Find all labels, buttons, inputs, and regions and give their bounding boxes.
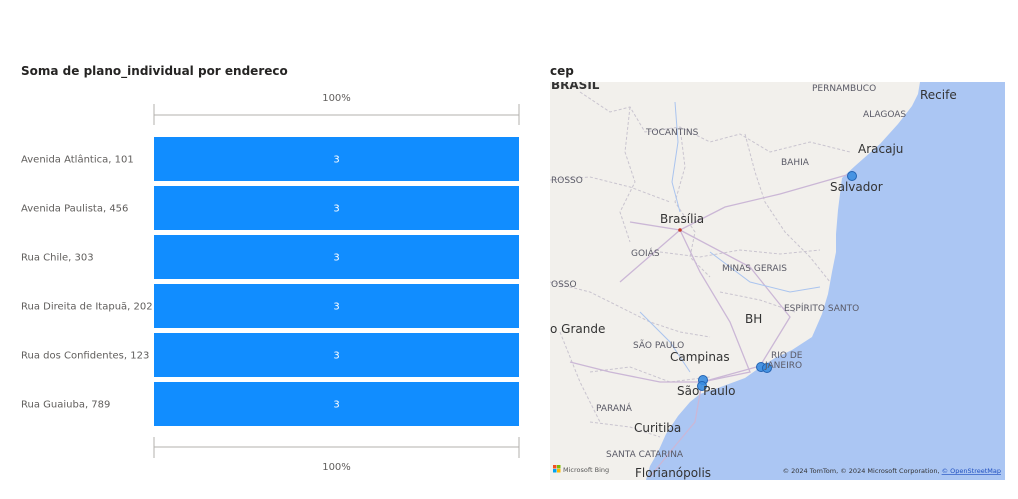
bar[interactable]: [154, 186, 519, 230]
data-label: 3: [333, 351, 339, 362]
map-label-parana: PARANÁ: [596, 402, 633, 414]
data-label: 3: [333, 253, 339, 264]
category-label: Rua dos Confidentes, 123: [21, 351, 149, 362]
map-label-osso: OSSO: [551, 280, 577, 290]
map-label-minas-gerais: MINAS GERAIS: [722, 264, 787, 274]
map-label-o-grande: o Grande: [550, 322, 605, 336]
category-label: Avenida Atlântica, 101: [21, 154, 134, 166]
map-marker-rio-2[interactable]: [762, 363, 772, 373]
state-borders: [550, 91, 851, 438]
bar[interactable]: [154, 382, 519, 426]
category-label: Rua Chile, 303: [21, 253, 94, 264]
data-label: 3: [333, 302, 339, 313]
map-canvas[interactable]: BRASIL PERNAMBUCO Recife ALAGOAS TOCANTI…: [550, 82, 1005, 480]
data-label: 3: [333, 400, 339, 411]
data-label: 3: [333, 155, 339, 166]
map-label-santa-catarina: SANTA CATARINA: [606, 450, 684, 460]
map-label-brasil: BRASIL: [551, 82, 600, 92]
map-label-tocantins: TOCANTINS: [645, 128, 699, 138]
map-label-recife: Recife: [920, 88, 957, 102]
map-label-aracaju: Aracaju: [858, 142, 903, 156]
bar-chart-visual[interactable]: Soma de plano_individual por endereco 10…: [0, 0, 540, 499]
openstreetmap-link[interactable]: © OpenStreetMap: [942, 467, 1001, 475]
map-label-pernambuco: PERNAMBUCO: [812, 84, 876, 94]
bar[interactable]: [154, 333, 519, 377]
brasilia-capital-dot: [678, 228, 682, 232]
category-label: Avenida Paulista, 456: [21, 204, 128, 215]
map-label-rio-de: RIO DE: [771, 351, 803, 361]
map-marker-sao-paulo-2[interactable]: [697, 381, 707, 391]
map-marker-salvador[interactable]: [847, 171, 857, 181]
map-title: cep: [550, 64, 574, 78]
category-label: Rua Guaiuba, 789: [21, 400, 110, 411]
map-label-bahia: BAHIA: [781, 158, 810, 168]
bar[interactable]: [154, 284, 519, 328]
chart-title: Soma de plano_individual por endereco: [21, 64, 288, 78]
map-label-curitiba: Curitiba: [634, 421, 681, 435]
data-label: 3: [333, 204, 339, 215]
bar[interactable]: [154, 137, 519, 181]
top-axis-label: 100%: [322, 93, 351, 104]
map-label-alagoas: ALAGOAS: [863, 110, 906, 120]
cep-markers[interactable]: [697, 171, 857, 391]
bottom-axis-label: 100%: [322, 462, 351, 473]
rivers: [639, 101, 821, 373]
map-label-salvador: Salvador: [830, 180, 883, 194]
map-label-espirito-santo: ESPÍRITO SANTO: [784, 302, 859, 314]
map-label-sao-paulo-city: São Paulo: [677, 384, 735, 398]
map-visual[interactable]: cep: [548, 58, 1008, 482]
category-label: Rua Direita de Itapuã, 202: [21, 302, 153, 313]
bing-logo: Microsoft Bing: [553, 465, 609, 474]
map-label-brasilia: Brasília: [660, 212, 704, 226]
map-label-sao-paulo-state: SÃO PAULO: [633, 340, 684, 351]
bar[interactable]: [154, 235, 519, 279]
bing-logo-text: Microsoft Bing: [563, 466, 609, 474]
map-attribution: © 2024 TomTom, © 2024 Microsoft Corporat…: [783, 467, 1001, 475]
map-label-rosso: ROSSO: [551, 176, 583, 186]
map-label-florianopolis: Florianópolis: [635, 466, 711, 480]
roads: [569, 173, 851, 478]
map-land: [550, 82, 920, 480]
map-label-janeiro: JANEIRO: [764, 361, 802, 371]
map-label-goias: GOIÁS: [631, 247, 660, 259]
map-label-campinas: Campinas: [670, 350, 730, 364]
bar-chart: 100% 100% Avenida Atlântica, 101 3 Avenida P…: [21, 93, 520, 473]
map-label-bh: BH: [745, 312, 762, 326]
